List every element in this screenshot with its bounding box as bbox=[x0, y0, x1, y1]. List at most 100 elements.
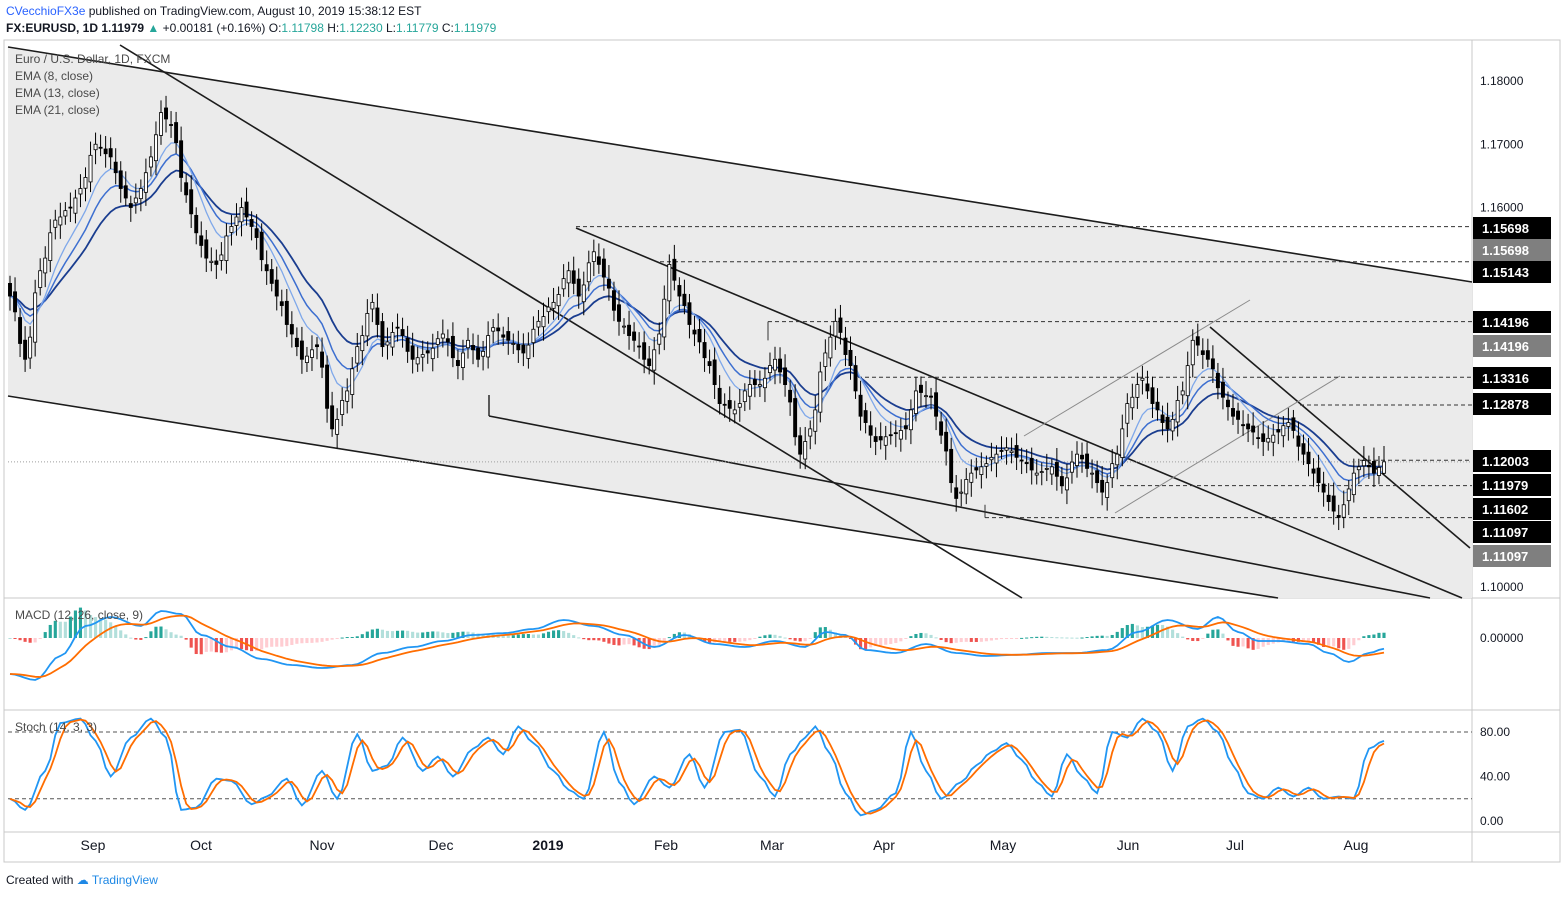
macd-histogram-bar bbox=[380, 629, 384, 638]
macd-histogram-bar bbox=[139, 638, 143, 640]
macd-histogram-bar bbox=[602, 638, 606, 642]
candle-body bbox=[491, 327, 496, 332]
candle-body bbox=[244, 201, 249, 218]
macd-histogram-bar bbox=[1377, 632, 1381, 638]
macd-histogram-bar bbox=[330, 638, 334, 640]
candle-body bbox=[234, 216, 239, 226]
macd-histogram-bar bbox=[114, 626, 118, 638]
price-label-value: 1.15698 bbox=[1482, 221, 1529, 236]
macd-histogram-bar bbox=[793, 638, 797, 641]
candle-body bbox=[1155, 401, 1160, 411]
time-axis-label: Mar bbox=[760, 837, 784, 853]
price-tick-label: 1.17000 bbox=[1480, 137, 1524, 151]
candle-body bbox=[868, 425, 873, 436]
macd-histogram-bar bbox=[234, 638, 239, 649]
author-link[interactable]: CVecchioFX3e bbox=[6, 4, 86, 18]
candle-body bbox=[1205, 350, 1210, 360]
time-axis-label: Jul bbox=[1226, 837, 1244, 853]
macd-histogram-bar bbox=[23, 638, 27, 642]
macd-histogram-bar bbox=[63, 621, 67, 638]
macd-histogram-bar bbox=[169, 632, 173, 638]
ohlc-low-label: L: bbox=[386, 21, 397, 35]
macd-histogram-bar bbox=[546, 631, 551, 638]
candle-body bbox=[1125, 403, 1130, 424]
candle-body bbox=[526, 344, 531, 359]
candle-body bbox=[481, 350, 486, 357]
candle-body bbox=[798, 435, 803, 455]
candle-body bbox=[1301, 443, 1306, 455]
candle-body bbox=[179, 140, 184, 178]
candle-body bbox=[1246, 423, 1251, 430]
candle-body bbox=[712, 359, 717, 386]
macd-histogram-bar bbox=[1317, 638, 1321, 645]
macd-histogram-bar bbox=[1015, 638, 1019, 639]
time-axis-label: Feb bbox=[654, 837, 678, 853]
candle-body bbox=[757, 384, 762, 387]
macd-histogram-bar bbox=[395, 630, 400, 638]
candle-body bbox=[1180, 390, 1185, 396]
macd-histogram-bar bbox=[1120, 628, 1124, 638]
candle-body bbox=[1266, 437, 1271, 443]
candle-body bbox=[642, 342, 647, 360]
price-label-badge bbox=[1473, 521, 1551, 543]
macd-histogram-bar bbox=[370, 629, 374, 638]
macd-histogram-bar bbox=[411, 631, 415, 638]
candle-body bbox=[325, 364, 330, 409]
ohlc-close-label: C: bbox=[441, 21, 454, 35]
candle-body bbox=[380, 321, 385, 348]
macd-histogram-bar bbox=[78, 607, 83, 638]
candle-body bbox=[259, 231, 264, 261]
candle-body bbox=[521, 344, 526, 354]
tradingview-link[interactable]: TradingView bbox=[91, 873, 158, 887]
up-arrow-icon: ▲ bbox=[147, 21, 160, 35]
stoch-axis-label: 0.00 bbox=[1480, 814, 1504, 828]
candle-body bbox=[1271, 434, 1276, 443]
candle-body bbox=[390, 332, 395, 348]
macd-histogram-bar bbox=[421, 632, 425, 638]
candle-body bbox=[219, 254, 224, 261]
candle-body bbox=[143, 172, 148, 193]
price-label-value: 1.15143 bbox=[1482, 265, 1529, 280]
instrument-legend: Euro / U.S. Dollar, 1D, FXCM bbox=[15, 52, 171, 66]
macd-histogram-bar bbox=[994, 638, 999, 640]
candle-body bbox=[1150, 387, 1155, 404]
stoch-axis-label: 80.00 bbox=[1480, 725, 1510, 739]
candle-body bbox=[1115, 453, 1120, 466]
macd-histogram-bar bbox=[431, 631, 435, 638]
macd-histogram-bar bbox=[622, 638, 626, 645]
quote-line: FX:EURUSD, 1D 1.11979 ▲ +0.00181 (+0.16%… bbox=[6, 21, 496, 35]
macd-histogram-bar bbox=[874, 638, 878, 647]
macd-histogram-bar bbox=[1075, 637, 1079, 639]
macd-histogram-bar bbox=[1367, 635, 1371, 638]
macd-histogram-bar bbox=[1171, 629, 1175, 638]
candle-body bbox=[747, 384, 752, 397]
price-label-value: 1.11979 bbox=[1482, 478, 1528, 493]
candle-body bbox=[773, 358, 777, 371]
macd-histogram-bar bbox=[355, 636, 359, 638]
candle-body bbox=[455, 360, 460, 367]
candle-body bbox=[1009, 450, 1014, 453]
candle-body bbox=[1100, 479, 1105, 493]
macd-histogram-bar bbox=[184, 638, 188, 640]
macd-histogram-bar bbox=[864, 638, 868, 650]
macd-histogram-bar bbox=[1221, 633, 1225, 638]
macd-histogram-bar bbox=[1130, 623, 1134, 638]
macd-histogram-bar bbox=[536, 634, 541, 638]
candle-body bbox=[596, 256, 601, 265]
candle-body bbox=[727, 400, 732, 409]
macd-histogram-bar bbox=[637, 638, 641, 648]
time-axis-label: May bbox=[990, 837, 1016, 853]
price-label-badge bbox=[1473, 474, 1551, 496]
macd-histogram-bar bbox=[13, 638, 17, 639]
macd-histogram-bar bbox=[652, 638, 656, 648]
candle-body bbox=[1185, 365, 1190, 397]
candle-body bbox=[667, 264, 672, 302]
macd-histogram-bar bbox=[723, 638, 727, 642]
macd-histogram-bar bbox=[818, 627, 822, 638]
published-text: published on TradingView.com, August 10,… bbox=[88, 4, 422, 18]
candle-body bbox=[888, 434, 893, 437]
candle-body bbox=[194, 214, 199, 234]
macd-histogram-bar bbox=[1251, 638, 1255, 650]
macd-histogram-bar bbox=[149, 631, 153, 638]
